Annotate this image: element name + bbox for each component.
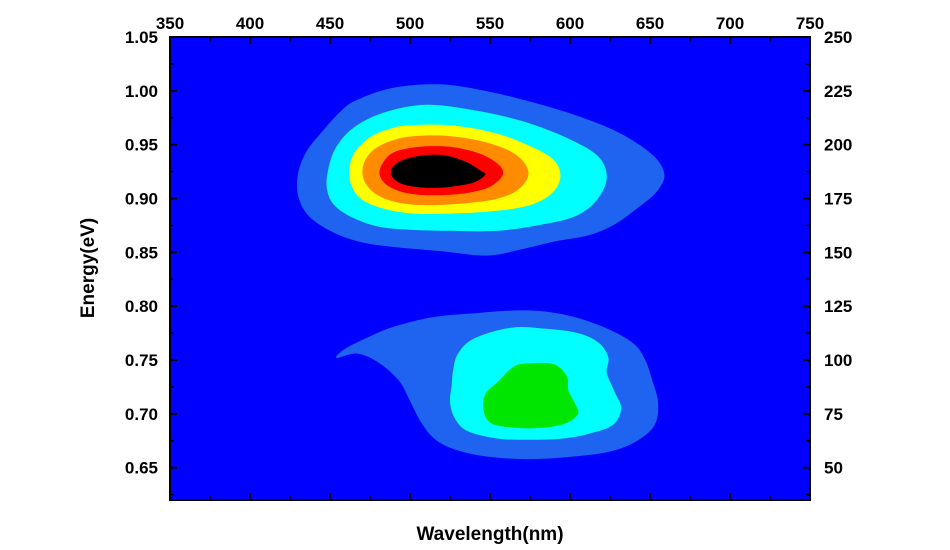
axis-tick-labels: 350 400 450 500 550 600 650 700 750 0.65 0.70 0.75 0… [125,14,852,478]
y-left-tick-label: 1.05 [125,28,158,47]
y-left-tick-label: 0.90 [125,190,158,209]
y-axis-title: Energy(eV) [78,218,99,318]
x-tick-label: 400 [236,14,264,33]
y-right-tick-label: 75 [824,405,843,424]
contour-peak2-level-4 [482,362,579,429]
x-axis-title: Wavelength(nm) [416,524,563,545]
x-tick-label: 450 [316,14,344,33]
y-left-tick-label: 0.95 [125,136,158,155]
y-left-tick-label: 0.70 [125,405,158,424]
y-right-tick-label: 50 [824,459,843,478]
y-left-tick-label: 0.75 [125,351,158,370]
contour-layer [296,84,665,460]
x-tick-label: 500 [396,14,424,33]
y-left-tick-label: 0.65 [125,459,158,478]
y-right-tick-label: 125 [824,297,852,316]
y-right-tick-label: 200 [824,136,852,155]
contour-peak1-level-8 [390,154,486,188]
x-tick-label: 350 [156,14,184,33]
x-tick-label: 600 [556,14,584,33]
x-tick-label: 550 [476,14,504,33]
x-tick-label: 750 [796,14,824,33]
y-right-tick-label: 225 [824,82,852,101]
x-tick-label: 700 [716,14,744,33]
y-right-tick-label: 250 [824,28,852,47]
axis-ticks [169,36,811,500]
y-right-tick-label: 175 [824,190,852,209]
x-tick-label: 650 [636,14,664,33]
y-right-tick-label: 100 [824,351,852,370]
y-left-tick-label: 1.00 [125,82,158,101]
y-left-tick-label: 0.80 [125,297,158,316]
y-left-tick-label: 0.85 [125,243,158,262]
y-right-tick-label: 150 [824,243,852,262]
